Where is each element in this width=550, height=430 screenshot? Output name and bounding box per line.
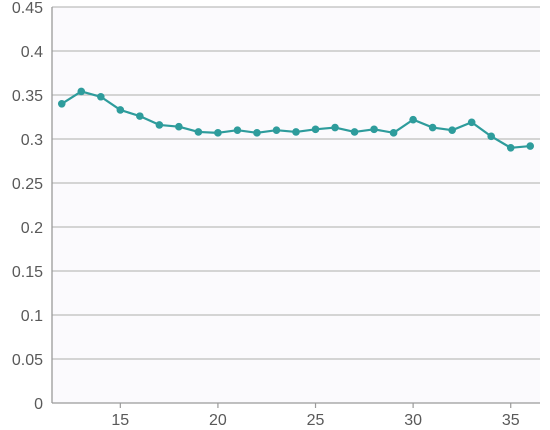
- data-point: [77, 87, 86, 96]
- data-point: [311, 125, 320, 134]
- data-point: [526, 142, 535, 150]
- gridlines: [52, 6, 540, 360]
- x-tick-label: 15: [111, 412, 129, 429]
- x-axis-tick-labels: 15 20 25 30 35: [111, 412, 519, 429]
- data-point: [253, 129, 261, 137]
- axes: [51, 7, 540, 408]
- y-tick-label: 0.15: [12, 264, 43, 281]
- data-point: [409, 115, 417, 124]
- plot-background: [52, 7, 540, 403]
- y-tick-label: 0.2: [21, 220, 43, 237]
- data-point: [155, 121, 164, 129]
- y-tick-label: 0.45: [12, 0, 43, 17]
- data-point: [116, 106, 125, 114]
- data-point: [370, 125, 378, 134]
- data-point: [331, 123, 339, 132]
- y-axis-tick-labels: 0 0.05 0.1 0.15 0.2 0.25 0.3 0.35 0.4 0.45: [12, 0, 43, 413]
- data-point: [467, 118, 476, 127]
- data-point: [233, 126, 242, 134]
- data-point: [487, 132, 496, 141]
- series-group: [57, 87, 535, 152]
- y-tick-label: 0.25: [12, 176, 43, 193]
- y-tick-label: 0.35: [12, 88, 43, 105]
- data-point: [97, 92, 105, 101]
- data-point: [506, 144, 515, 152]
- data-point: [448, 126, 456, 134]
- y-tick-label: 0.3: [21, 132, 43, 149]
- data-point: [136, 112, 144, 120]
- y-tick-label: 0.4: [21, 44, 43, 61]
- data-point: [194, 128, 203, 136]
- data-point: [292, 128, 300, 136]
- data-point: [57, 100, 66, 108]
- x-tick-label: 25: [307, 412, 325, 429]
- x-tick-label: 20: [209, 412, 227, 429]
- data-point: [214, 129, 222, 137]
- data-point: [350, 128, 359, 136]
- y-tick-label: 0: [34, 396, 43, 413]
- y-tick-label: 0.05: [12, 352, 43, 369]
- data-point: [389, 129, 398, 137]
- y-tick-label: 0.1: [21, 308, 43, 325]
- data-point: [428, 123, 437, 132]
- data-point: [175, 122, 183, 131]
- data-point: [272, 126, 281, 134]
- x-tick-label: 35: [502, 412, 520, 429]
- x-tick-label: 30: [404, 412, 422, 429]
